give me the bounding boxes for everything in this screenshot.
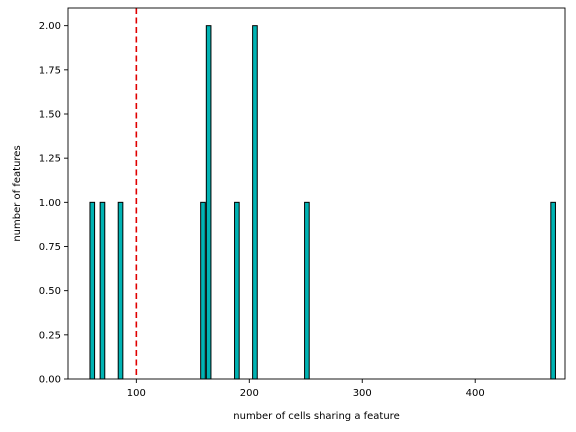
histogram-bar-6 bbox=[252, 25, 258, 380]
x-tick-label-1: 200 bbox=[240, 388, 259, 399]
histogram-bar-5 bbox=[234, 201, 240, 380]
x-tick-label-3: 400 bbox=[466, 388, 485, 399]
y-tick-label-1: 0.25 bbox=[39, 330, 61, 341]
y-tick-label-8: 2.00 bbox=[39, 21, 61, 32]
y-tick-label-5: 1.25 bbox=[39, 154, 61, 165]
y-tick-label-0: 0.00 bbox=[39, 375, 61, 386]
x-axis-label: number of cells sharing a feature bbox=[233, 411, 399, 422]
y-tick-label-2: 0.50 bbox=[39, 286, 61, 297]
histogram-bar-7 bbox=[304, 201, 310, 380]
x-tick-label-0: 100 bbox=[127, 388, 146, 399]
y-tick-label-3: 0.75 bbox=[39, 242, 61, 253]
bars-group bbox=[89, 25, 556, 380]
y-tick-label-4: 1.00 bbox=[39, 198, 61, 209]
y-tick-label-7: 1.75 bbox=[39, 65, 61, 76]
x-tick-label-2: 300 bbox=[353, 388, 372, 399]
y-axis-label: number of features bbox=[12, 145, 23, 241]
y-axis-ticks: 0.00 0.25 0.50 0.75 1.00 1.25 1.50 1.75 2.00 bbox=[39, 21, 68, 386]
histogram-bar-8 bbox=[550, 201, 556, 380]
histogram-bar-0 bbox=[89, 201, 96, 380]
histogram-bar-3 bbox=[200, 201, 206, 380]
histogram-bar-2 bbox=[117, 201, 124, 380]
histogram-bar-4 bbox=[205, 25, 212, 380]
x-axis-ticks: 100 200 300 400 bbox=[127, 379, 485, 399]
histogram-bar-1 bbox=[99, 201, 106, 380]
plot-frame bbox=[67, 7, 566, 380]
y-tick-label-6: 1.50 bbox=[39, 110, 61, 121]
